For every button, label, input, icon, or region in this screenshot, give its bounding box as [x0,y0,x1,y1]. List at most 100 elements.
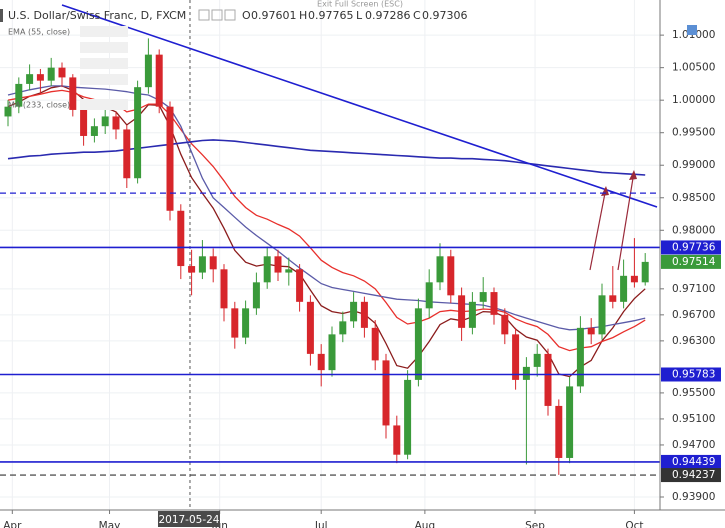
candle-body [274,256,282,273]
legend-entry: EMA (55, close) [8,28,70,37]
y-tick-label: 0.95500 [672,387,715,399]
y-tick-label: 0.98000 [672,224,715,236]
candle-body [36,74,44,81]
candle-body [360,301,368,328]
candle-body [101,116,109,127]
y-tick-label: 0.95100 [672,413,715,425]
candle-body [144,54,152,88]
candle-body [609,295,617,302]
price-marker [661,454,721,469]
candle-body [306,301,314,354]
last-price-label: 0.97514 [672,256,716,268]
price-marker-label: 0.95783 [672,368,715,380]
candle-body [382,360,390,426]
price-marker [661,367,721,382]
price-marker [661,240,721,255]
candle-body [15,83,23,107]
candle-body [544,353,552,406]
candle-body [436,256,444,283]
indicator-line [7,85,646,378]
crosshair-label-bg [157,511,220,527]
candle-body [26,74,34,84]
candle-body [317,353,325,371]
x-tick-label: Oct [625,520,643,528]
candle-body [296,269,304,302]
candle-body [112,116,120,130]
candle-body [80,109,88,136]
candle-body [490,292,498,315]
candle-body [134,87,142,179]
arrow-head [629,170,637,180]
candle-body [58,67,66,78]
y-tick-label: 0.97100 [672,283,715,295]
candle-body [209,256,217,270]
candle-body [350,301,358,322]
candle-body [339,321,347,335]
candle-body [404,379,412,455]
chart-title: U.S. Dollar/Swiss Franc, D, FXCM [8,9,186,22]
ohlc-key: L [356,9,363,22]
candle-body [566,386,574,458]
arrow [589,187,607,271]
candle-body [90,126,98,136]
candle-body [598,295,606,335]
candle-body [447,256,455,296]
settings-icon[interactable] [687,25,697,35]
candle-body [522,366,530,380]
price-marker-label: 0.94237 [672,469,715,481]
legend-entry: MA (233, close) [8,101,70,110]
x-tick-label: Aug [415,520,436,528]
candle-body [328,334,336,371]
candle-body [630,275,638,283]
y-tick-label: 0.99500 [672,127,715,139]
y-tick-label: 0.94700 [672,439,715,451]
candle-body [166,106,174,211]
legend: EMA (55, close) MA (233, close) [8,26,128,110]
y-tick-label: 1.00500 [672,62,715,74]
candle-body [641,261,649,283]
ohlc-key: O [242,9,251,22]
ohlc-value: 0.97765 [308,9,354,22]
price-marker-label: 0.97736 [672,241,716,253]
levels [0,192,660,476]
price-marker [661,468,721,483]
candle-body [533,353,541,367]
y-tick-label: 0.93900 [672,491,715,503]
ohlc-value: 0.97306 [422,9,468,22]
candle-body [285,269,293,273]
indicator-lines [7,85,646,378]
candle-body [177,210,185,267]
candle-body [512,334,520,380]
ohlc-value: 0.97286 [365,9,411,22]
ohlc: O 0.97601 H 0.97765 L 0.97286 C 0.97306 [242,9,468,22]
candle-body [263,256,271,283]
y-tick-label: 0.98500 [672,192,715,204]
candle-body [468,301,476,328]
trend-line [61,4,658,208]
candle-body [231,308,239,338]
candle-body [479,292,487,302]
indicator-line [7,85,646,331]
x-tick-label: May [99,520,121,528]
candle-body [576,327,584,387]
x-tick-label: Jul [314,520,328,528]
candle-body [555,405,563,458]
candle-body [198,256,206,273]
arrow [617,171,635,271]
candle-body [371,327,379,361]
candle-body [155,54,163,107]
y-tick-label: 1.00000 [672,94,715,106]
axes: 1.01000 1.00500 1.00000 0.99500 0.99000 0.985… [3,29,721,528]
candle-body [458,295,466,328]
y-tick-label: 1.01000 [672,29,715,41]
candles [4,38,649,475]
y-tick-label: 0.96300 [672,335,715,347]
marker [0,9,3,22]
candle-body [47,67,55,81]
candle-body [425,282,433,309]
x-tick-label: Sep [525,520,545,528]
candle-body [252,282,260,309]
candle-body [242,308,250,338]
crosshair-label: 2017-05-24 [158,514,219,526]
